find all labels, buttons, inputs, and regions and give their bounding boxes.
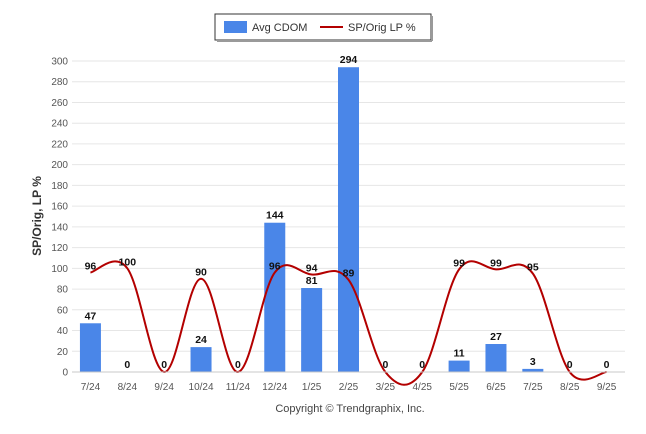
line-value-label: 100 [119, 256, 137, 268]
x-tick-label: 6/25 [486, 382, 506, 393]
x-tick-label: 10/24 [189, 382, 214, 393]
data-labels: 47 0 0 24 0 144 81 294 0 0 11 27 3 0 0 96 100 90 96 94 89 99 9… [85, 54, 610, 371]
bar-value-label: 81 [306, 275, 318, 287]
bar-value-label: 27 [490, 331, 502, 343]
line-value-label: 99 [453, 257, 465, 269]
bar-value-label: 294 [340, 54, 358, 66]
bar-value-label: 0 [419, 359, 425, 371]
bar [522, 368, 544, 372]
legend: Avg CDOM SP/Orig LP % [214, 13, 433, 42]
x-tick-label: 5/25 [449, 382, 469, 393]
line-value-label: 96 [269, 260, 281, 272]
y-tick-label: 40 [57, 326, 69, 337]
line-value-label: 89 [343, 268, 355, 280]
line-value-label: 94 [306, 263, 318, 275]
copyright-text: Copyright © Trendgraphix, Inc. [275, 403, 424, 415]
y-tick-label: 120 [51, 243, 68, 254]
y-tick-label: 240 [51, 119, 68, 130]
y-tick-label: 20 [57, 347, 69, 358]
y-tick-label: 80 [57, 285, 69, 296]
x-tick-label: 1/25 [302, 382, 322, 393]
bar [338, 67, 359, 372]
y-tick-label: 140 [51, 222, 68, 233]
line-path [90, 260, 607, 386]
bar-value-label: 144 [266, 210, 284, 222]
bar-value-label: 11 [454, 348, 465, 360]
legend-line-label: SP/Orig LP % [348, 22, 416, 34]
bar-value-label: 0 [382, 359, 388, 371]
x-tick-label: 2/25 [339, 382, 359, 393]
y-tick-label: 180 [51, 181, 68, 192]
y-tick-label: 300 [51, 57, 68, 68]
line-value-label: 99 [490, 257, 502, 269]
y-axis-label: SP/Orig, LP % [30, 176, 44, 256]
line-series [90, 260, 607, 386]
bar-value-label: 0 [567, 359, 573, 371]
bar-value-label: 3 [530, 356, 536, 368]
y-tick-label: 200 [51, 160, 68, 171]
bar-value-label: 24 [195, 334, 207, 346]
x-tick-label: 8/25 [560, 382, 580, 393]
bar-value-label: 0 [235, 359, 241, 371]
axes: 0204060801001201401601802002202402602803… [51, 57, 625, 393]
line-value-label: 95 [527, 262, 539, 274]
x-tick-label: 7/25 [523, 382, 543, 393]
x-tick-label: 9/25 [597, 382, 617, 393]
bar [448, 360, 470, 372]
x-tick-label: 4/25 [412, 382, 432, 393]
y-tick-label: 0 [62, 368, 68, 379]
y-tick-label: 100 [51, 264, 68, 275]
line-value-label: 96 [85, 260, 97, 272]
y-tick-label: 280 [51, 77, 68, 88]
x-tick-label: 8/24 [118, 382, 138, 393]
x-tick-label: 12/24 [262, 382, 287, 393]
bar-value-label: 0 [604, 359, 610, 371]
bar-value-label: 0 [161, 359, 167, 371]
bar-value-label: 0 [124, 359, 130, 371]
line-value-label: 90 [195, 267, 207, 279]
bar [485, 344, 507, 372]
y-tick-label: 220 [51, 139, 68, 150]
x-tick-label: 11/24 [226, 382, 251, 393]
bar [190, 347, 212, 372]
x-tick-label: 9/24 [154, 382, 174, 393]
bar [264, 222, 286, 372]
y-tick-label: 260 [51, 98, 68, 109]
bar [79, 323, 101, 372]
x-tick-label: 7/24 [81, 382, 101, 393]
y-tick-label: 60 [57, 305, 69, 316]
y-tick-label: 160 [51, 202, 68, 213]
legend-bar-label: Avg CDOM [252, 22, 307, 34]
x-tick-label: 3/25 [376, 382, 396, 393]
bar [301, 288, 323, 372]
legend-bar-swatch [224, 21, 247, 33]
bar-series [79, 67, 544, 372]
bar-value-label: 47 [85, 310, 97, 322]
